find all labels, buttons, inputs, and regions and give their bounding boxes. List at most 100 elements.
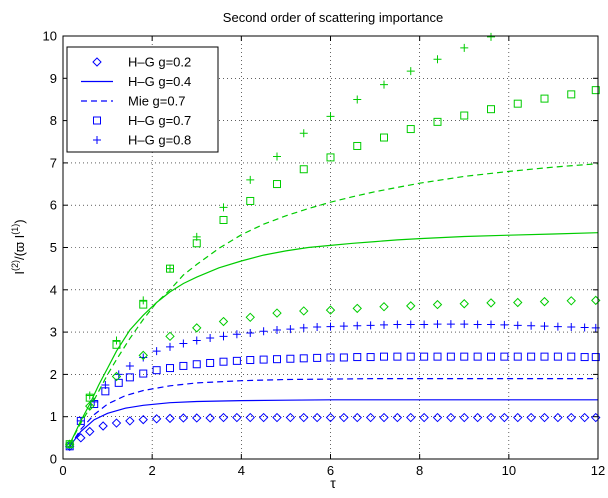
data-point-diamond bbox=[379, 412, 389, 423]
data-point-plus bbox=[433, 55, 442, 64]
data-point-diamond bbox=[245, 412, 255, 423]
data-point-square bbox=[114, 378, 123, 387]
data-point-diamond bbox=[258, 412, 269, 423]
data-point-plus bbox=[85, 391, 94, 400]
data-point-diamond bbox=[165, 413, 175, 424]
data-point-diamond bbox=[125, 416, 135, 426]
series-mie-g-0-7-thick bbox=[69, 163, 599, 445]
data-point-diamond bbox=[406, 301, 416, 311]
data-point-square bbox=[433, 117, 442, 126]
data-point-plus bbox=[166, 264, 174, 273]
data-point-plus bbox=[500, 320, 509, 329]
data-point-plus bbox=[326, 112, 335, 121]
data-point-plus bbox=[339, 322, 348, 331]
data-point-square bbox=[353, 353, 362, 362]
data-point-square bbox=[527, 352, 536, 361]
data-point-square bbox=[299, 354, 308, 363]
data-point-diamond bbox=[299, 306, 309, 316]
data-point-plus bbox=[299, 129, 308, 138]
data-point-diamond bbox=[406, 412, 416, 423]
data-point-square bbox=[513, 99, 522, 108]
data-point-diamond bbox=[111, 371, 122, 382]
chart-title: Second order of scattering importance bbox=[223, 10, 443, 25]
data-point-square bbox=[273, 355, 281, 364]
y-tick-label: 2 bbox=[50, 367, 57, 382]
data-point-diamond bbox=[245, 312, 255, 323]
data-point-square bbox=[553, 352, 562, 361]
data-point-square bbox=[125, 373, 134, 382]
legend-item-0: H–G g=0.2 bbox=[92, 55, 191, 70]
data-point-plus bbox=[246, 328, 255, 337]
series-line-mie-g-0-7 bbox=[69, 163, 599, 445]
data-point-diamond bbox=[392, 412, 403, 423]
legend-marker-diamond bbox=[92, 57, 102, 67]
data-point-square bbox=[166, 364, 174, 373]
data-point-diamond bbox=[513, 412, 523, 423]
data-point-plus bbox=[259, 327, 268, 336]
data-point-diamond bbox=[85, 426, 95, 437]
data-point-plus bbox=[567, 323, 576, 332]
legend-label: H–G g=0.4 bbox=[128, 74, 191, 89]
data-point-plus bbox=[273, 325, 281, 334]
legend-label: H–G g=0.8 bbox=[128, 133, 191, 148]
x-tick-label: 0 bbox=[59, 463, 66, 478]
data-point-plus bbox=[353, 95, 362, 104]
data-point-square bbox=[339, 353, 348, 362]
series-line-h-g-g-0-4 bbox=[69, 232, 599, 445]
data-point-diamond bbox=[432, 299, 443, 310]
data-point-plus bbox=[139, 353, 148, 362]
data-point-plus bbox=[406, 67, 415, 76]
data-point-square bbox=[219, 216, 228, 225]
data-point-square bbox=[246, 196, 255, 205]
data-point-plus bbox=[487, 32, 495, 41]
data-point-plus bbox=[393, 320, 402, 329]
data-point-diamond bbox=[218, 412, 229, 423]
data-point-diamond bbox=[579, 412, 590, 423]
data-point-plus bbox=[139, 296, 148, 305]
data-point-plus bbox=[446, 320, 455, 329]
series-h-g-g-0-8-thin bbox=[65, 320, 600, 451]
data-point-plus bbox=[152, 347, 161, 356]
data-point-square bbox=[152, 366, 161, 375]
data-point-plus bbox=[326, 322, 335, 331]
data-point-diamond bbox=[499, 412, 510, 423]
data-point-plus bbox=[125, 361, 134, 370]
data-point-diamond bbox=[76, 433, 86, 443]
data-point-diamond bbox=[539, 296, 550, 307]
data-point-square bbox=[420, 352, 429, 361]
data-point-square bbox=[259, 355, 268, 364]
data-point-diamond bbox=[539, 412, 550, 423]
data-point-square bbox=[179, 361, 188, 370]
data-point-diamond bbox=[232, 412, 242, 423]
series-h-g-g-0-7-thin bbox=[65, 352, 600, 451]
data-point-square bbox=[366, 353, 375, 362]
data-point-diamond bbox=[312, 412, 322, 423]
data-point-diamond bbox=[472, 412, 483, 423]
y-label-superscript-2: (2) bbox=[10, 260, 20, 271]
data-point-square bbox=[139, 369, 148, 378]
data-point-diamond bbox=[285, 412, 296, 423]
data-point-square bbox=[487, 352, 495, 361]
data-point-plus bbox=[166, 342, 174, 351]
x-tick-label: 6 bbox=[327, 463, 334, 478]
data-point-diamond bbox=[352, 303, 362, 314]
data-point-plus bbox=[513, 321, 522, 330]
data-point-diamond bbox=[365, 412, 376, 423]
data-point-diamond bbox=[138, 350, 148, 361]
data-point-square bbox=[473, 352, 482, 361]
data-point-square bbox=[540, 352, 549, 361]
data-point-plus bbox=[219, 203, 228, 212]
series-h-g-g-0-4-thin bbox=[69, 399, 598, 447]
data-point-plus bbox=[299, 323, 308, 332]
data-point-square bbox=[406, 352, 415, 361]
data-point-plus bbox=[487, 320, 495, 329]
y-tick-label: 10 bbox=[43, 29, 57, 44]
x-tick-label: 12 bbox=[591, 463, 605, 478]
data-point-diamond bbox=[459, 412, 469, 423]
data-point-square bbox=[232, 356, 241, 365]
legend-item-1: H–G g=0.4 bbox=[81, 74, 191, 89]
legend-item-4: H–G g=0.8 bbox=[93, 133, 191, 148]
data-point-diamond bbox=[192, 413, 202, 423]
